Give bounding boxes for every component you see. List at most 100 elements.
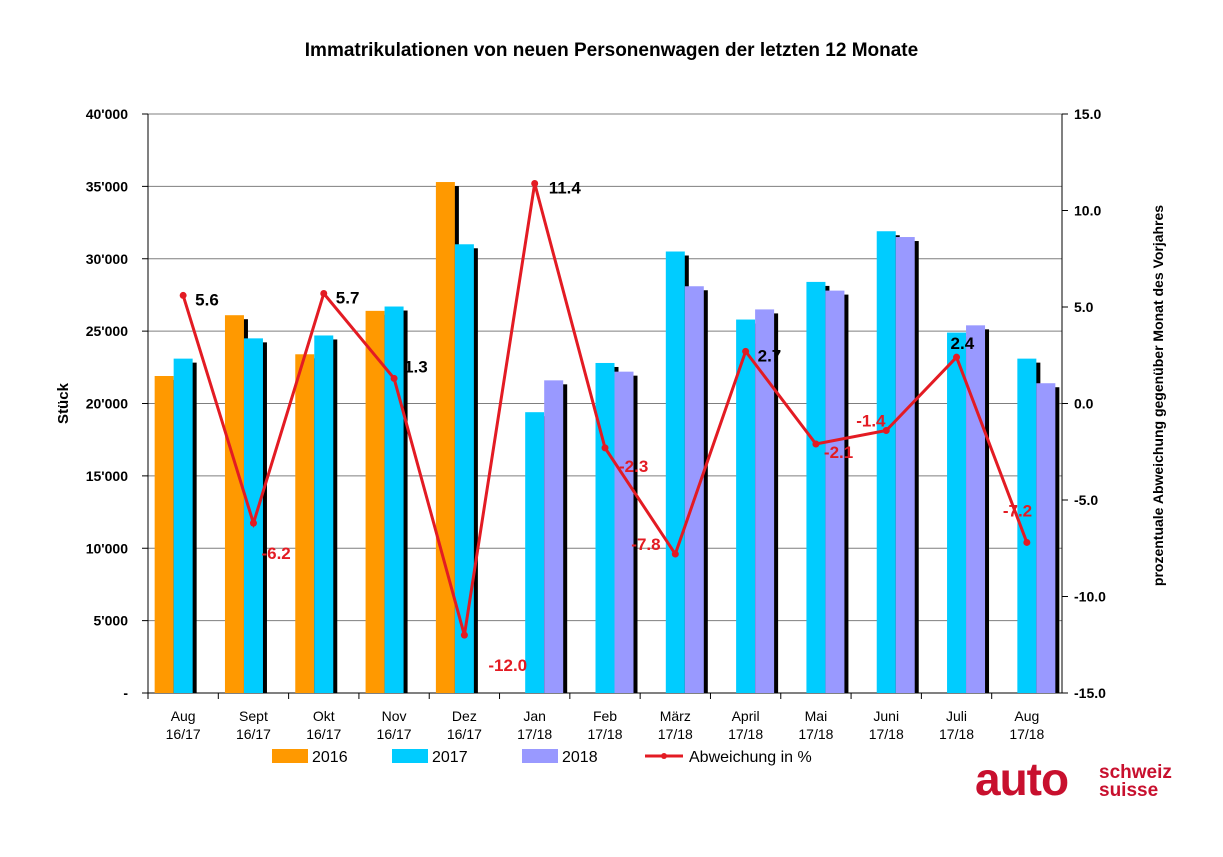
y-tick-label: - <box>123 685 128 701</box>
abweichung-point <box>1023 538 1031 546</box>
x-tick-label: Aug <box>1014 708 1039 724</box>
bar-2017 <box>384 306 404 693</box>
x-tick-label: Okt <box>313 708 335 724</box>
bar-2018 <box>966 325 986 693</box>
y2-tick-label: 5.0 <box>1074 299 1094 315</box>
x-tick-label-year: 16/17 <box>236 726 271 742</box>
logo-wordmark: auto <box>975 753 1069 805</box>
bar-2018 <box>544 380 564 693</box>
y2-tick-label: 15.0 <box>1074 106 1101 122</box>
bar-2017 <box>876 231 896 693</box>
y2-tick-label: -5.0 <box>1074 492 1098 508</box>
abweichung-point <box>742 347 750 355</box>
abweichung-data-label: 5.7 <box>336 288 360 307</box>
y2-tick-label: 0.0 <box>1074 396 1094 412</box>
abweichung-point <box>531 179 539 187</box>
abweichung-data-label: 1.3 <box>404 357 428 376</box>
abweichung-data-label: -2.1 <box>824 443 853 462</box>
bar-2018 <box>895 237 915 693</box>
x-tick-label: Aug <box>171 708 196 724</box>
y-tick-label: 5'000 <box>94 613 129 629</box>
abweichung-point <box>320 289 328 297</box>
abweichung-data-label: -7.8 <box>631 535 660 554</box>
y-tick-label: 20'000 <box>86 396 128 412</box>
abweichung-point <box>249 519 257 527</box>
abweichung-data-label: 2.4 <box>951 334 975 353</box>
x-tick-label: Dez <box>452 708 477 724</box>
legend-label: Abweichung in % <box>689 749 812 766</box>
x-tick-label-year: 17/18 <box>869 726 904 742</box>
x-tick-label: Mai <box>805 708 828 724</box>
bar-2017 <box>806 281 826 693</box>
x-tick-label: April <box>732 708 760 724</box>
bar-2018 <box>614 371 634 693</box>
bar-2018 <box>755 309 775 693</box>
x-tick-label-year: 17/18 <box>728 726 763 742</box>
legend-swatch <box>392 749 428 763</box>
abweichung-point <box>882 427 890 435</box>
x-tick-label: Nov <box>382 708 407 724</box>
abweichung-point <box>390 374 398 382</box>
abweichung-data-label: 11.4 <box>549 178 582 197</box>
y-tick-label: 25'000 <box>86 323 128 339</box>
abweichung-data-label: -2.3 <box>619 457 648 476</box>
legend-swatch <box>272 749 308 763</box>
y2-tick-label: -10.0 <box>1074 589 1106 605</box>
x-tick-label: März <box>660 708 691 724</box>
bar-2017 <box>595 362 615 693</box>
bar-2016 <box>224 315 244 693</box>
bar-2017 <box>665 251 685 693</box>
x-tick-label-year: 17/18 <box>658 726 693 742</box>
x-tick-label: Sept <box>239 708 268 724</box>
logo-line-2: suisse <box>1099 780 1159 801</box>
chart-title: Immatrikulationen von neuen Personenwage… <box>304 40 919 61</box>
bar-2018 <box>825 290 845 693</box>
abweichung-point <box>460 631 468 639</box>
x-tick-label-year: 16/17 <box>306 726 341 742</box>
bar-2017 <box>314 335 334 693</box>
bar-2017 <box>947 332 967 693</box>
x-tick-label: Juni <box>873 708 899 724</box>
y-tick-label: 40'000 <box>86 106 128 122</box>
y-axis-title: Stück <box>55 382 72 424</box>
bar-2018 <box>684 286 704 693</box>
x-tick-label: Juli <box>946 708 967 724</box>
x-tick-label-year: 17/18 <box>1009 726 1044 742</box>
abweichung-point <box>812 440 820 448</box>
abweichung-point <box>671 550 679 558</box>
x-tick-label: Jan <box>523 708 546 724</box>
bar-2017 <box>243 338 263 693</box>
bar-2016 <box>435 182 455 693</box>
bar-2016 <box>154 375 174 693</box>
bar-2016 <box>365 310 385 693</box>
bar-2016 <box>295 354 315 693</box>
y-tick-label: 35'000 <box>86 178 128 194</box>
abweichung-data-label: 5.6 <box>195 290 219 309</box>
abweichung-data-label: -6.2 <box>261 544 290 563</box>
x-tick-label-year: 16/17 <box>166 726 201 742</box>
y-tick-label: 10'000 <box>86 540 128 556</box>
x-tick-label-year: 17/18 <box>939 726 974 742</box>
x-tick-label-year: 16/17 <box>377 726 412 742</box>
logo-line-1: schweiz <box>1099 762 1172 783</box>
abweichung-point <box>601 444 609 452</box>
bar-2017 <box>736 319 756 693</box>
abweichung-data-label: -7.2 <box>1003 501 1032 520</box>
abweichung-data-label: 2.7 <box>758 346 782 365</box>
bar-2017 <box>525 412 545 693</box>
y2-tick-label: -15.0 <box>1074 685 1106 701</box>
x-tick-label-year: 17/18 <box>587 726 622 742</box>
legend-label: 2018 <box>562 749 598 766</box>
x-tick-label: Feb <box>593 708 617 724</box>
x-tick-label-year: 17/18 <box>517 726 552 742</box>
abweichung-point <box>953 353 961 361</box>
y2-axis-title: prozentuale Abweichung gegenüber Monat d… <box>1150 205 1166 586</box>
abweichung-data-label: -1.4 <box>856 412 886 431</box>
abweichung-point <box>179 291 187 299</box>
legend-line-marker <box>661 753 667 759</box>
abweichung-data-label: -12.0 <box>488 656 527 675</box>
bar-2017 <box>1017 358 1037 693</box>
x-tick-label-year: 17/18 <box>798 726 833 742</box>
x-tick-label-year: 16/17 <box>447 726 482 742</box>
